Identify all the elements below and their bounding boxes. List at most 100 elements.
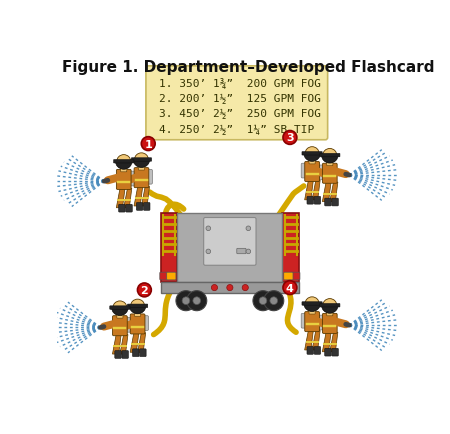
Wedge shape <box>304 154 320 162</box>
Text: 4. 250’ 2½”  1¼” SB TIP: 4. 250’ 2½” 1¼” SB TIP <box>159 124 314 135</box>
Circle shape <box>283 281 297 295</box>
Circle shape <box>206 227 211 231</box>
FancyBboxPatch shape <box>323 164 337 184</box>
FancyBboxPatch shape <box>144 203 150 211</box>
FancyBboxPatch shape <box>314 347 320 355</box>
FancyBboxPatch shape <box>136 203 143 211</box>
FancyBboxPatch shape <box>161 214 177 283</box>
FancyBboxPatch shape <box>131 158 152 162</box>
Circle shape <box>206 250 211 254</box>
Circle shape <box>242 285 248 291</box>
Text: 1: 1 <box>144 139 152 149</box>
FancyBboxPatch shape <box>291 273 300 280</box>
Circle shape <box>227 285 233 291</box>
FancyBboxPatch shape <box>319 316 328 330</box>
Polygon shape <box>124 189 132 208</box>
Polygon shape <box>312 181 320 201</box>
FancyBboxPatch shape <box>166 273 176 280</box>
FancyBboxPatch shape <box>305 312 320 332</box>
FancyBboxPatch shape <box>282 214 299 283</box>
FancyBboxPatch shape <box>110 306 130 309</box>
FancyBboxPatch shape <box>319 166 328 180</box>
FancyBboxPatch shape <box>115 351 122 358</box>
Polygon shape <box>330 183 338 202</box>
FancyBboxPatch shape <box>204 218 256 266</box>
FancyBboxPatch shape <box>130 314 145 334</box>
Circle shape <box>305 147 319 161</box>
Circle shape <box>212 285 217 291</box>
Wedge shape <box>129 306 146 314</box>
Wedge shape <box>115 161 132 170</box>
Circle shape <box>176 291 196 311</box>
Text: 2. 200’ 1½”  125 GPM FOG: 2. 200’ 1½” 125 GPM FOG <box>159 94 321 104</box>
Polygon shape <box>134 187 143 207</box>
Polygon shape <box>305 331 313 350</box>
FancyBboxPatch shape <box>117 170 131 190</box>
FancyBboxPatch shape <box>307 347 314 355</box>
FancyBboxPatch shape <box>327 311 333 316</box>
FancyBboxPatch shape <box>132 349 139 357</box>
FancyBboxPatch shape <box>309 159 315 164</box>
FancyBboxPatch shape <box>177 214 282 283</box>
Polygon shape <box>305 181 313 201</box>
Circle shape <box>253 291 273 311</box>
FancyBboxPatch shape <box>127 304 148 308</box>
Circle shape <box>187 291 207 311</box>
Polygon shape <box>116 189 125 208</box>
FancyBboxPatch shape <box>301 314 310 329</box>
Text: 3: 3 <box>286 133 294 143</box>
FancyBboxPatch shape <box>135 312 141 317</box>
Polygon shape <box>312 331 320 350</box>
Text: 2: 2 <box>140 285 148 295</box>
FancyBboxPatch shape <box>309 309 315 314</box>
FancyBboxPatch shape <box>332 349 338 356</box>
FancyBboxPatch shape <box>284 273 293 280</box>
Polygon shape <box>141 187 149 207</box>
FancyBboxPatch shape <box>301 164 310 178</box>
Polygon shape <box>120 335 128 354</box>
FancyBboxPatch shape <box>139 165 144 171</box>
FancyBboxPatch shape <box>332 199 338 207</box>
FancyBboxPatch shape <box>126 205 132 213</box>
Circle shape <box>323 299 337 313</box>
FancyBboxPatch shape <box>320 304 340 307</box>
Circle shape <box>246 250 251 254</box>
Wedge shape <box>112 307 128 316</box>
FancyBboxPatch shape <box>327 161 333 166</box>
Polygon shape <box>130 333 139 352</box>
Circle shape <box>130 299 145 314</box>
FancyBboxPatch shape <box>122 351 128 358</box>
Text: 1. 350’ 1¾”  200 GPM FOG: 1. 350’ 1¾” 200 GPM FOG <box>159 78 321 89</box>
FancyBboxPatch shape <box>325 199 331 207</box>
Polygon shape <box>322 183 331 202</box>
Circle shape <box>259 297 267 305</box>
Circle shape <box>137 283 151 297</box>
FancyBboxPatch shape <box>323 314 337 334</box>
Polygon shape <box>322 332 331 352</box>
FancyBboxPatch shape <box>119 205 125 213</box>
Text: 4: 4 <box>286 283 294 293</box>
Wedge shape <box>321 305 338 313</box>
Text: 3. 450’ 2½”  250 GPM FOG: 3. 450’ 2½” 250 GPM FOG <box>159 109 321 119</box>
FancyBboxPatch shape <box>320 154 340 158</box>
Circle shape <box>283 131 297 145</box>
FancyBboxPatch shape <box>122 318 131 332</box>
Circle shape <box>264 291 284 311</box>
FancyBboxPatch shape <box>139 316 149 331</box>
Wedge shape <box>304 303 320 312</box>
FancyBboxPatch shape <box>160 273 169 280</box>
Circle shape <box>113 301 127 316</box>
FancyBboxPatch shape <box>146 67 328 141</box>
FancyBboxPatch shape <box>113 160 134 164</box>
Circle shape <box>141 137 155 151</box>
FancyBboxPatch shape <box>134 168 149 188</box>
Circle shape <box>193 297 201 305</box>
Circle shape <box>182 297 190 305</box>
Circle shape <box>323 149 337 163</box>
Text: Figure 1. Department–Developed Flashcard: Figure 1. Department–Developed Flashcard <box>62 60 435 75</box>
Wedge shape <box>133 160 150 168</box>
Circle shape <box>246 227 251 231</box>
FancyBboxPatch shape <box>314 197 320 205</box>
FancyBboxPatch shape <box>237 249 246 254</box>
FancyBboxPatch shape <box>117 313 123 319</box>
